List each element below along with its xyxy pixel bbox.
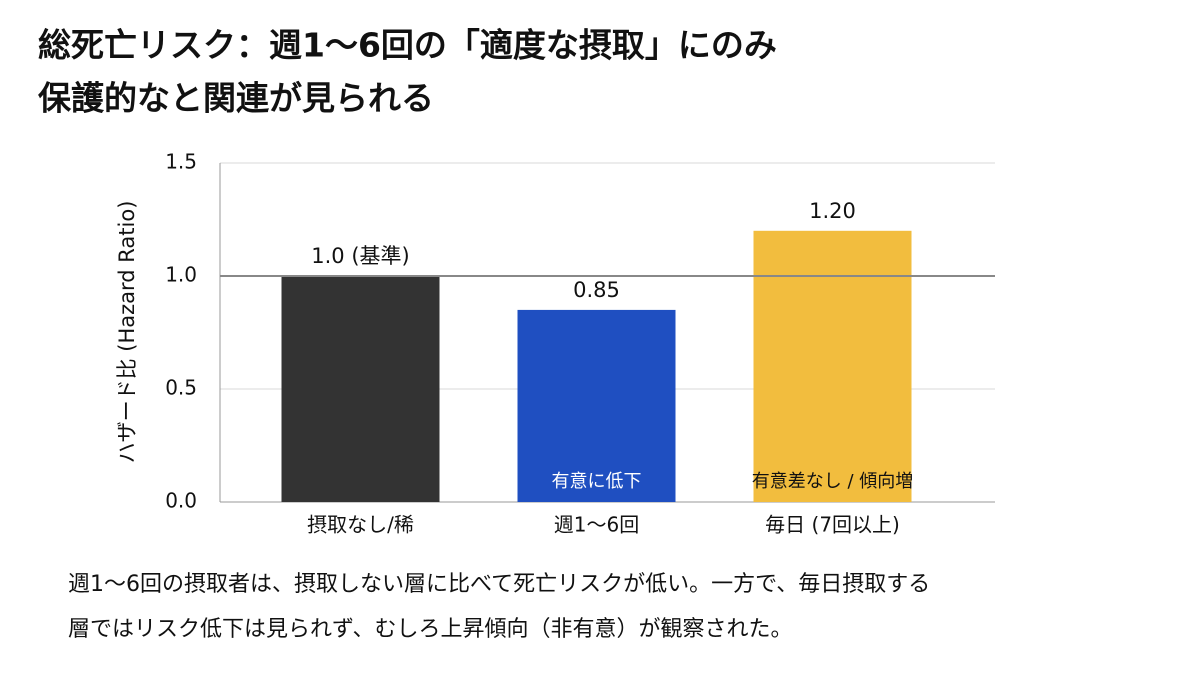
value-label: 0.85	[573, 278, 620, 302]
chart-title: 総死亡リスク：週1〜6回の「適度な摂取」にのみ	[38, 26, 777, 65]
caption: 週1〜6回の摂取者は、摂取しない層に比べて死亡リスクが低い。一方で、毎日摂取する	[68, 572, 930, 597]
bar	[517, 309, 676, 502]
x-tick-label: 毎日 (7回以上)	[765, 513, 900, 537]
value-label: 1.0 (基準)	[311, 244, 409, 268]
y-tick-label: 1.0	[165, 263, 197, 287]
bar-annotation: 有意差なし / 傾向増	[752, 471, 914, 492]
x-tick-label: 摂取なし/稀	[307, 513, 414, 537]
caption: 層ではリスク低下は見られず、むしろ上昇傾向（非有意）が観察された。	[68, 617, 792, 642]
x-tick-label: 週1〜6回	[554, 513, 639, 537]
chart-title: 保護的なと関連が見られる	[38, 79, 434, 118]
bar	[753, 230, 912, 503]
y-tick-label: 0.0	[165, 489, 197, 513]
y-tick-label: 1.5	[165, 150, 197, 174]
bar-annotation: 有意に低下	[552, 471, 642, 492]
bar	[281, 276, 440, 502]
y-tick-label: 0.5	[165, 376, 197, 400]
y-axis-label: ハザード比 (Hazard Ratio)	[115, 201, 139, 464]
value-label: 1.20	[809, 199, 856, 223]
